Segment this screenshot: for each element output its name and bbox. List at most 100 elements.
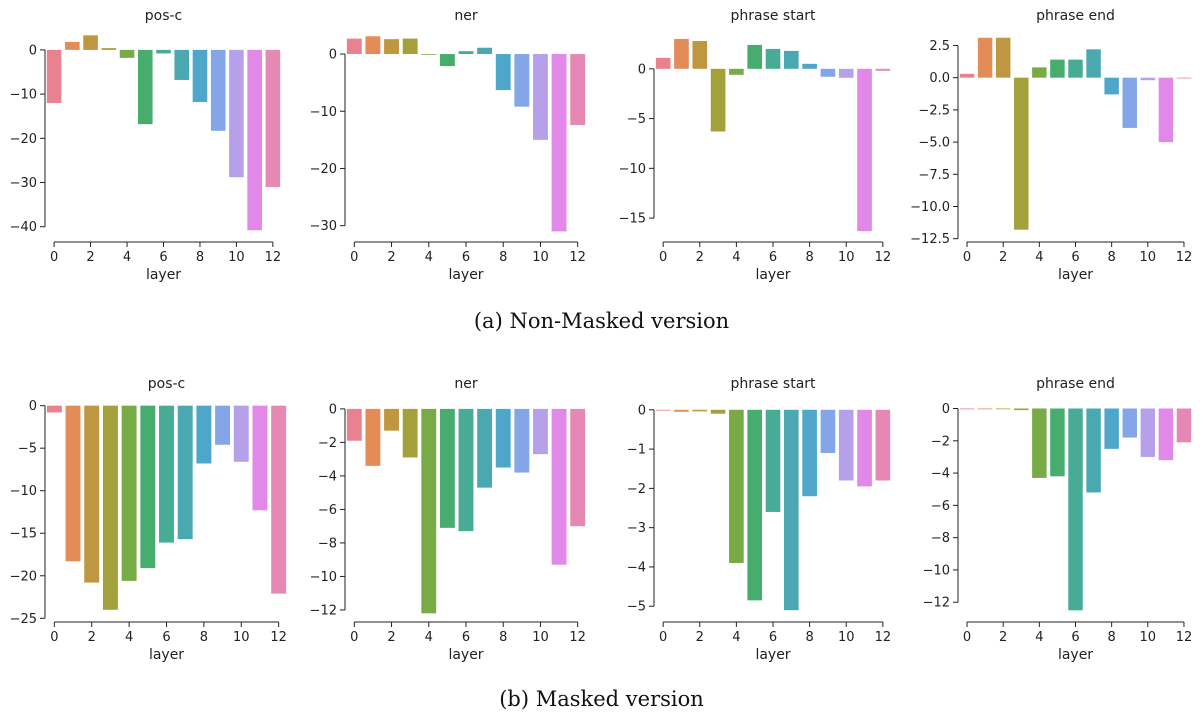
bar-layer-8	[1104, 77, 1119, 95]
x-tick-label: 12	[1176, 250, 1193, 265]
bar-layer-7	[174, 49, 190, 80]
bar-layer-3	[1014, 408, 1029, 411]
bar-layer-2	[995, 408, 1011, 410]
subplot-title: pos-c	[145, 8, 183, 24]
bar-layer-8	[802, 63, 817, 69]
x-axis-label: layer	[1058, 267, 1093, 283]
x-tick-label: 0	[350, 630, 358, 645]
y-tick-label: −30	[310, 219, 337, 234]
bar-layer-12	[265, 49, 281, 187]
bar-layer-8	[495, 408, 511, 468]
x-tick-label: 0	[659, 250, 667, 265]
y-tick-label: 0.0	[929, 71, 950, 86]
bar-layer-1	[365, 408, 381, 466]
bar-layer-0	[46, 405, 62, 413]
subplot-bottom-2: phrase start 0 −1 −2 −3 −4 −5 0 2 4 6 8 10 12 layer	[627, 376, 891, 663]
x-tick-label: 8	[805, 250, 813, 265]
bar-layer-12	[570, 54, 586, 125]
bar-layer-12	[1176, 408, 1192, 443]
bar-layer-2	[384, 408, 399, 431]
bar-layer-0	[346, 38, 362, 55]
y-tick-label: −5	[627, 112, 646, 127]
x-axis-label: layer	[448, 647, 483, 663]
bar-layer-7	[1086, 408, 1101, 493]
x-tick-label: 6	[462, 250, 470, 265]
y-tick-label: −20	[310, 162, 337, 177]
bar-layer-6	[159, 405, 174, 543]
x-tick-label: 2	[696, 250, 704, 265]
bar-layer-8	[196, 405, 212, 464]
bar-layer-9	[514, 54, 530, 107]
x-tick-label: 10	[838, 250, 855, 265]
y-tick-label: −8	[318, 536, 337, 551]
bar-layer-3	[402, 38, 418, 55]
y-tick-label: −10	[619, 162, 646, 177]
y-tick-label: −12	[310, 603, 337, 618]
bar-layer-9	[820, 409, 836, 454]
x-tick-label: 6	[769, 250, 777, 265]
y-tick-label: 0	[29, 399, 37, 414]
x-tick-label: 8	[805, 630, 813, 645]
x-tick-label: 4	[125, 630, 133, 645]
x-axis-label: layer	[448, 267, 483, 283]
bar-layer-10	[229, 49, 244, 178]
subplot-bottom-1: ner 0 −2 −4 −6 −8 −10 −12 0 2 4 6 8 10 12 layer	[310, 376, 586, 663]
bar-layer-11	[857, 68, 872, 232]
y-tick-label: −2	[931, 434, 950, 449]
bar-layer-4	[729, 68, 744, 75]
x-tick-label: 10	[233, 630, 250, 645]
subplot-title: phrase end	[1036, 376, 1115, 392]
y-tick-label: −10.0	[910, 200, 950, 215]
x-tick-label: 12	[569, 250, 586, 265]
bar-layer-10	[533, 54, 548, 140]
bar-layer-10	[233, 405, 249, 462]
x-tick-label: 2	[387, 250, 395, 265]
bar-layer-11	[551, 408, 567, 565]
x-tick-label: 10	[1140, 630, 1157, 645]
x-tick-label: 2	[696, 630, 704, 645]
bar-layer-11	[857, 409, 872, 487]
y-tick-label: −10	[10, 88, 37, 103]
x-tick-label: 0	[963, 630, 971, 645]
y-tick-label: −10	[923, 563, 950, 578]
y-tick-label: −20	[10, 132, 37, 147]
bar-layer-2	[83, 35, 98, 50]
y-tick-label: −25	[10, 612, 37, 627]
x-axis-label: layer	[1058, 647, 1093, 663]
bar-layer-4	[421, 408, 437, 614]
bar-layer-10	[533, 408, 548, 455]
bar-layer-1	[674, 409, 689, 412]
x-tick-label: 10	[1140, 250, 1157, 265]
x-tick-label: 10	[228, 250, 245, 265]
y-tick-label: −6	[318, 503, 337, 518]
bar-layer-7	[177, 405, 193, 540]
bar-layer-6	[458, 51, 474, 55]
bar-layer-5	[747, 44, 763, 69]
y-tick-label: −2.5	[918, 103, 950, 118]
bar-layer-1	[977, 408, 993, 410]
bar-layer-9	[820, 68, 836, 77]
x-tick-label: 0	[50, 630, 58, 645]
x-tick-label: 0	[659, 630, 667, 645]
subplot-top-2: phrase start 0 −5 −10 −15 0 2 4 6 8 10 12 layer	[619, 8, 892, 283]
bar-layer-6	[765, 409, 781, 512]
subplot-top-0: pos-c 0 −10 −20 −30 −40 0 2 4 6 8 10 12 layer	[10, 8, 282, 283]
y-tick-label: −12.5	[910, 232, 950, 247]
bar-layer-1	[674, 38, 689, 69]
bar-layer-0	[655, 409, 671, 411]
bar-layer-4	[421, 54, 437, 55]
bar-layer-1	[977, 37, 993, 78]
y-tick-label: −5.0	[918, 136, 950, 151]
y-tick-label: −12	[923, 596, 950, 611]
y-tick-label: −10	[310, 570, 337, 585]
bar-layer-11	[1158, 77, 1174, 143]
bar-layer-11	[247, 49, 262, 231]
subplot-title: ner	[454, 376, 477, 392]
x-tick-label: 12	[265, 250, 282, 265]
y-tick-label: −4	[931, 467, 950, 482]
x-tick-label: 4	[732, 250, 740, 265]
bar-layer-3	[710, 409, 726, 414]
y-tick-label: −2	[627, 482, 646, 497]
bar-layer-11	[252, 405, 268, 511]
bar-layer-12	[1176, 77, 1192, 79]
